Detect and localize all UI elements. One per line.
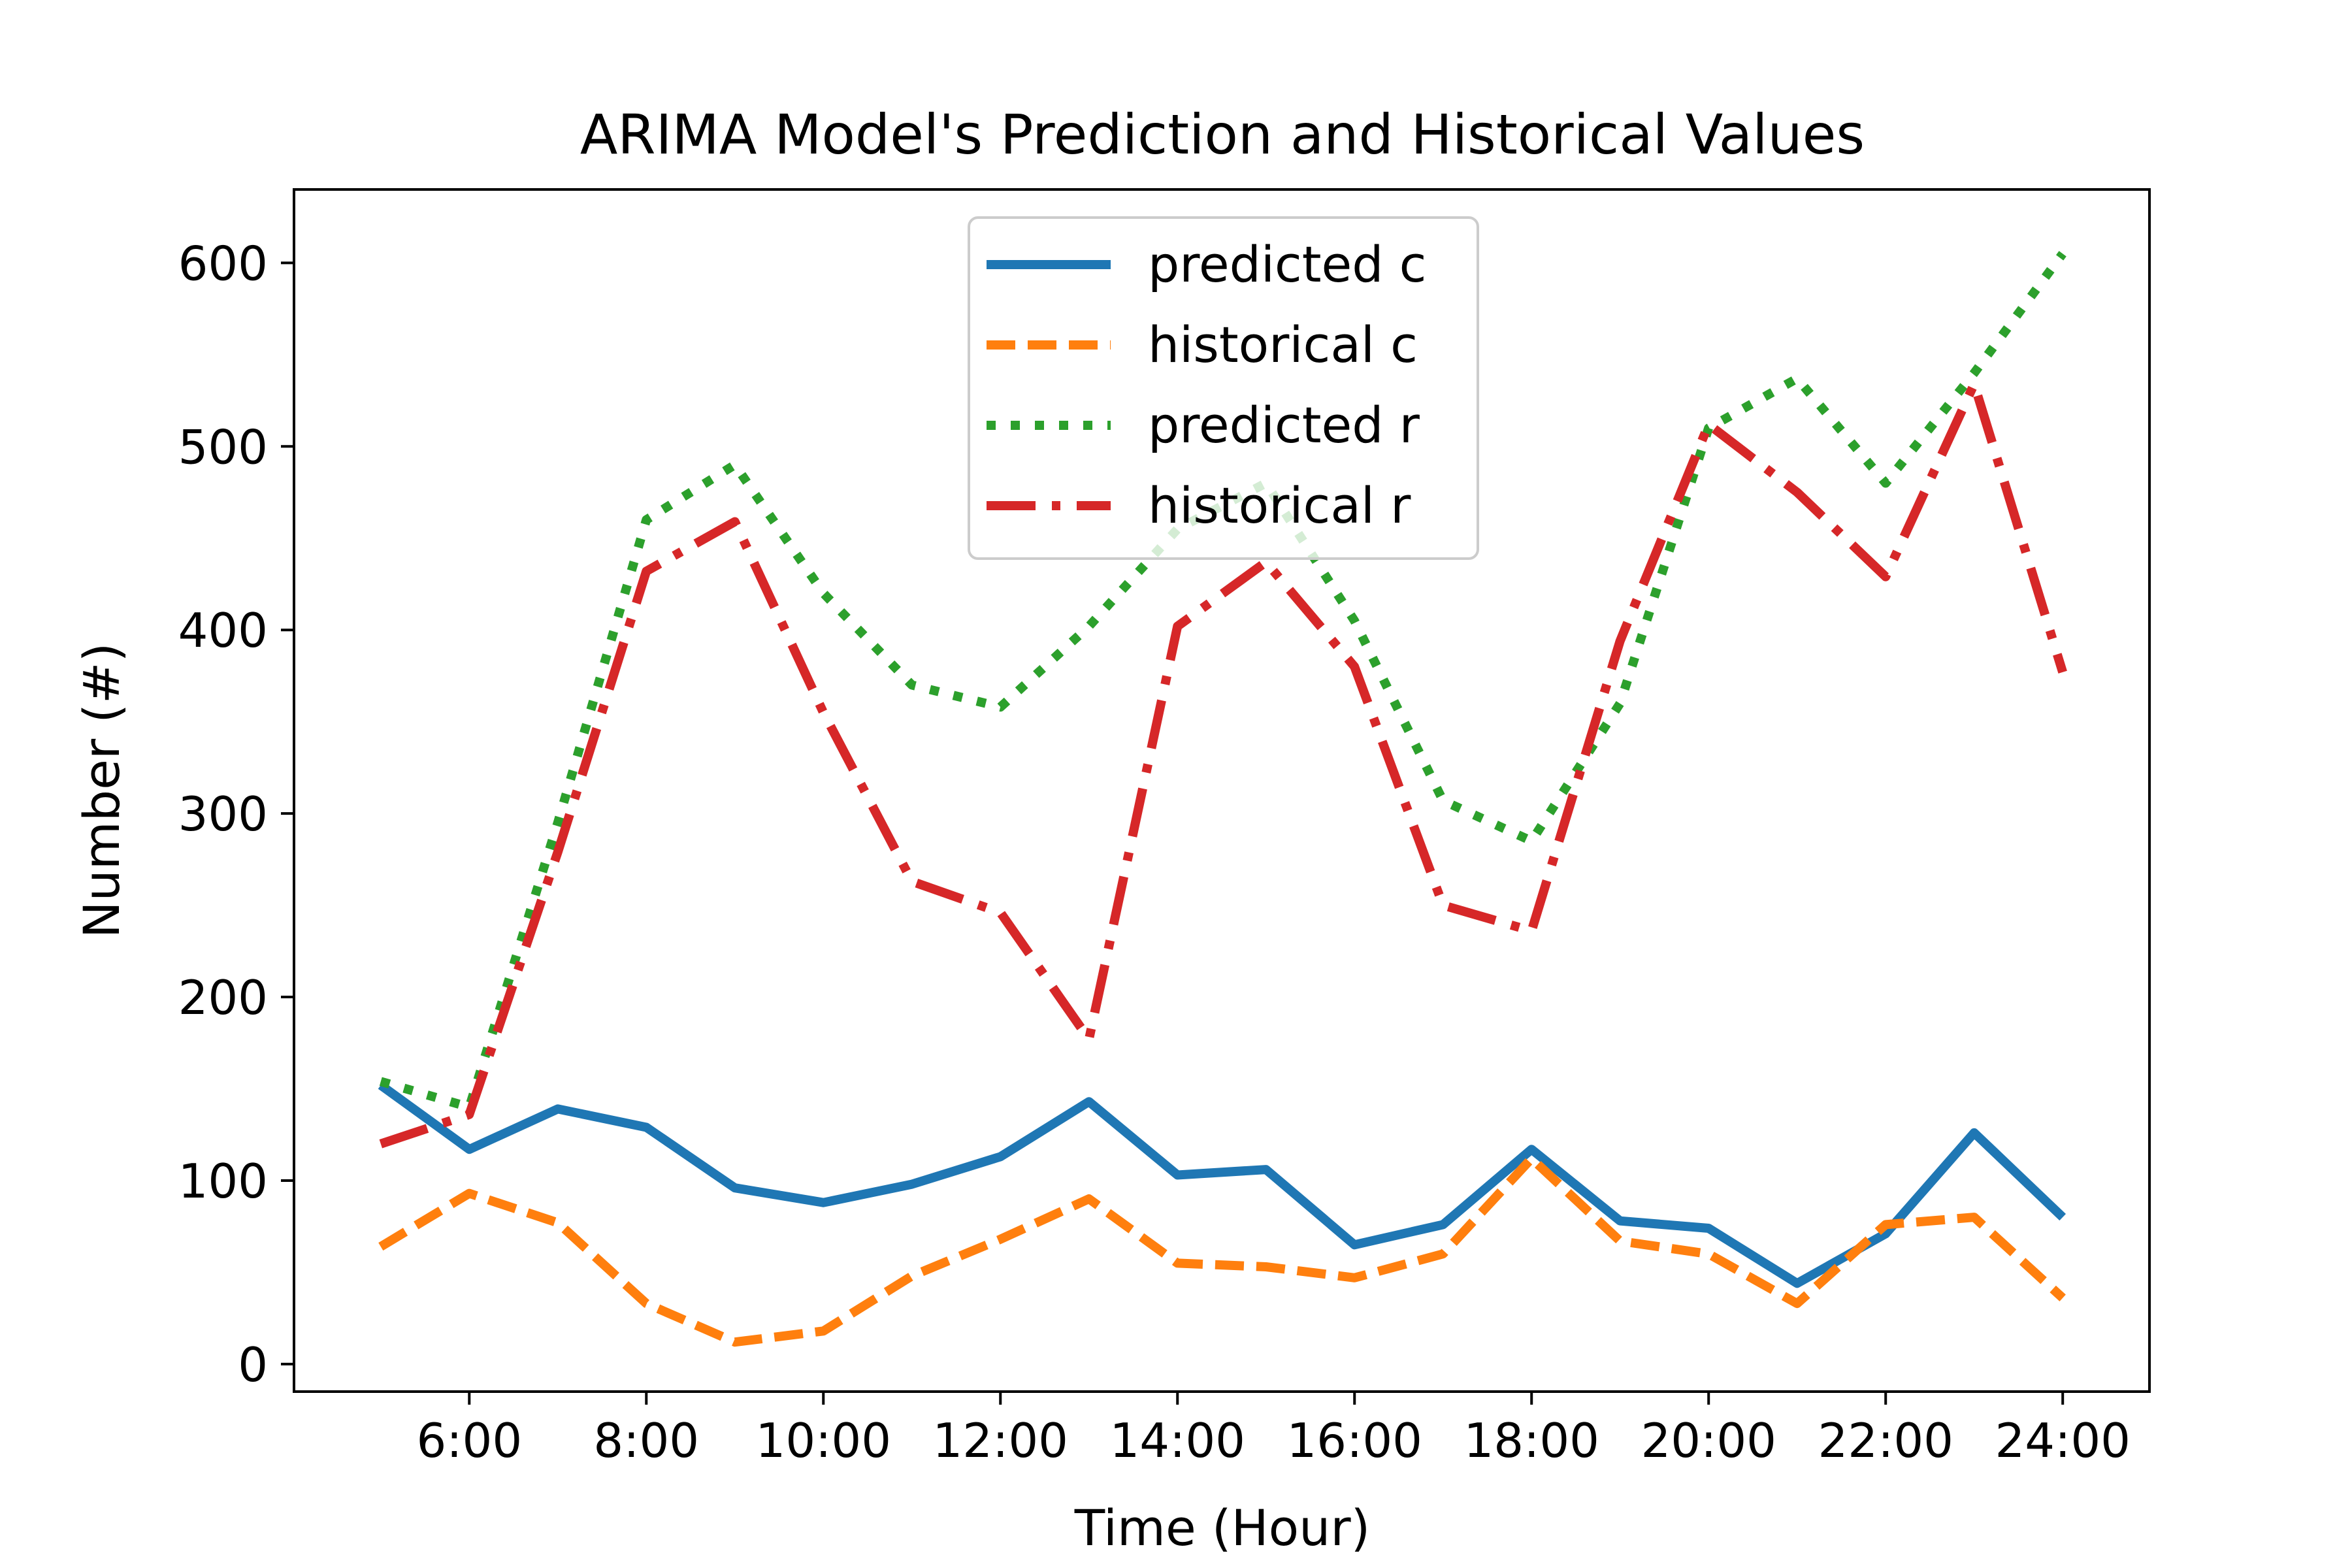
axes-frame (293, 188, 2151, 1393)
series-layer (378, 251, 2067, 1347)
y-tick-label: 100 (178, 1154, 268, 1209)
x-tick-label: 12:00 (933, 1413, 1069, 1468)
y-tick-label: 400 (178, 603, 268, 658)
series-line-predicted-c (378, 1081, 2066, 1288)
x-axis-label: Time (Hour) (1074, 1499, 1371, 1557)
legend: predicted c historical c predicted r histor… (968, 216, 1479, 560)
legend-label: historical c (1148, 316, 1418, 374)
legend-label: historical r (1148, 476, 1411, 534)
legend-box (968, 216, 1479, 560)
x-tick-label: 14:00 (1110, 1413, 1246, 1468)
x-tick-label: 6:00 (416, 1413, 522, 1468)
y-axis-label: Number (#) (73, 643, 131, 938)
y-tick-label: 300 (178, 787, 268, 841)
x-tick-label: 20:00 (1641, 1413, 1776, 1468)
plot-area (293, 188, 2151, 1393)
legend-label: predicted r (1148, 396, 1420, 454)
x-tick-label: 8:00 (593, 1413, 699, 1468)
x-tick-label: 24:00 (1995, 1413, 2131, 1468)
legend-label: predicted c (1148, 235, 1426, 293)
y-tick-label: 200 (178, 970, 268, 1025)
series-line-historical-c (378, 1154, 2066, 1347)
x-axis: 6:00 8:00 10:00 12:00 14:00 16:00 18:00 20:00 22… (416, 1392, 2131, 1468)
x-tick-label: 10:00 (756, 1413, 892, 1468)
y-tick-label: 0 (238, 1337, 268, 1392)
y-axis: 0 100 200 300 400 500 600 (178, 236, 294, 1392)
chart-title: ARIMA Model's Prediction and Historical … (580, 103, 1865, 167)
x-tick-label: 16:00 (1286, 1413, 1422, 1468)
y-tick-label: 500 (178, 419, 268, 474)
x-tick-label: 22:00 (1818, 1413, 1953, 1468)
y-tick-label: 600 (178, 236, 268, 291)
x-tick-label: 18:00 (1463, 1413, 1599, 1468)
